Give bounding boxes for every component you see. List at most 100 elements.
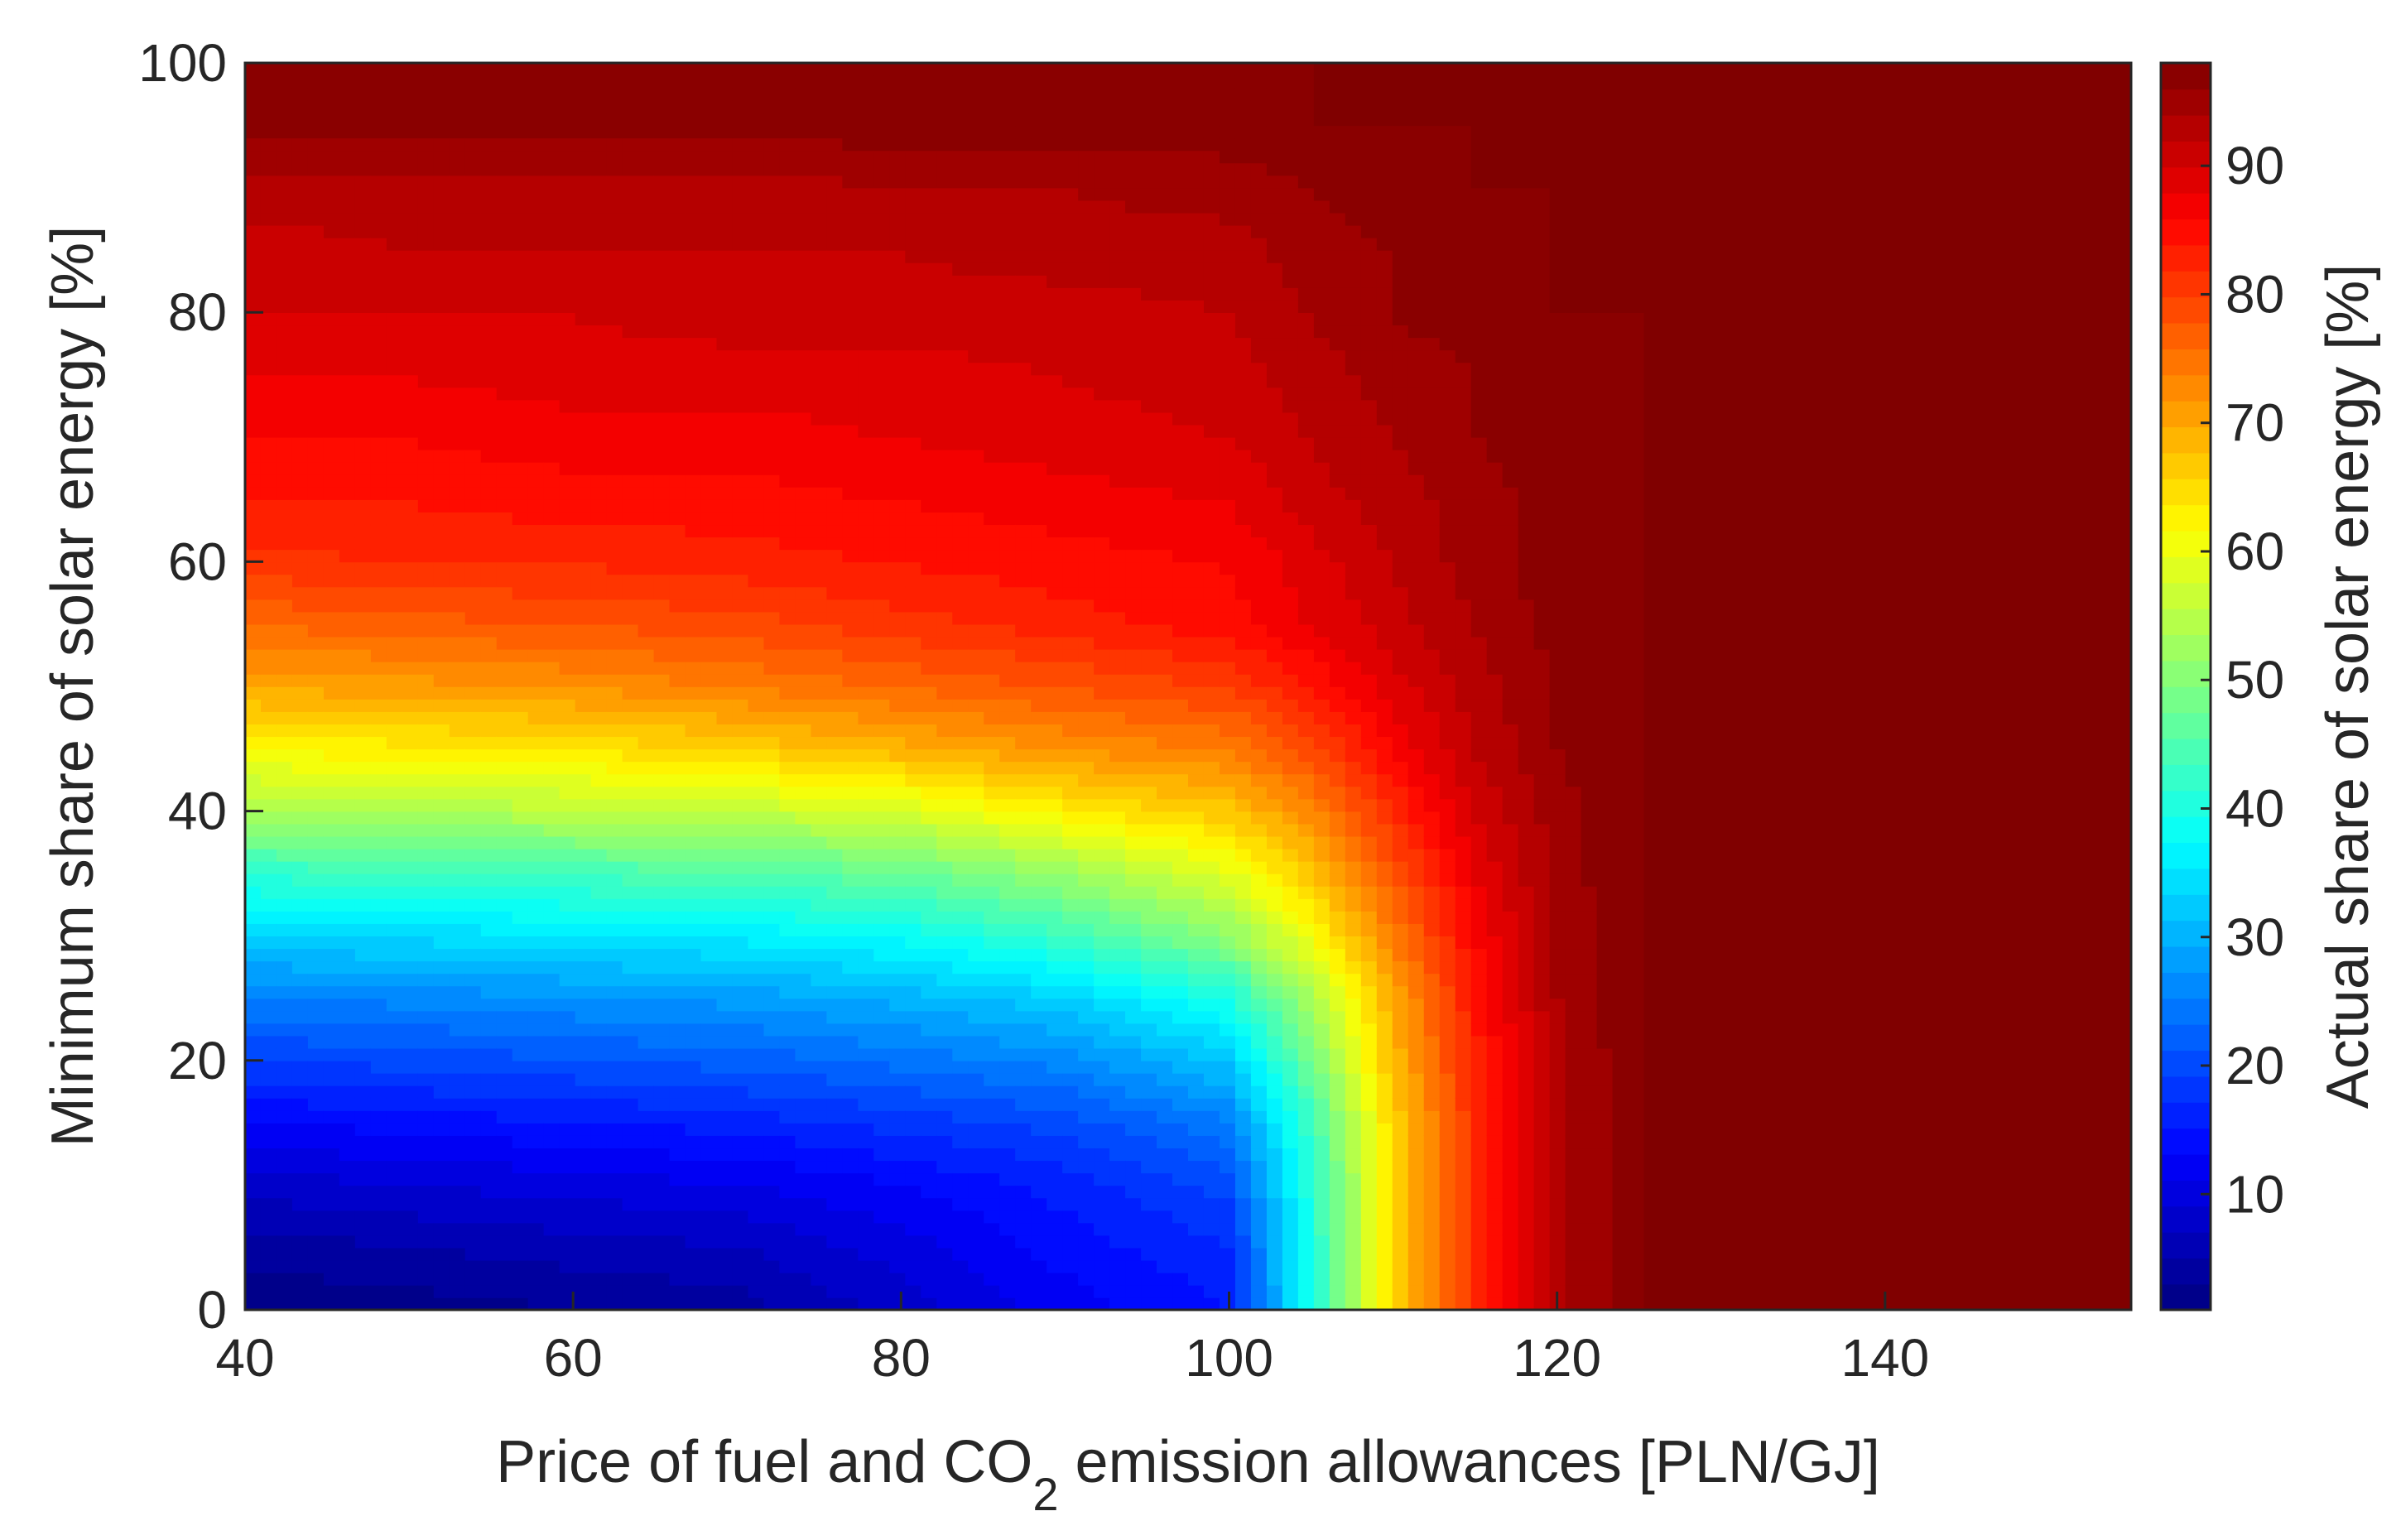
contour-cell: [575, 873, 592, 887]
contour-cell: [260, 487, 277, 500]
contour-cell: [527, 736, 545, 750]
contour-cell: [936, 1135, 954, 1149]
contour-cell: [245, 748, 262, 763]
contour-cell: [339, 711, 356, 724]
contour-cell: [245, 512, 262, 526]
contour-cell: [811, 461, 828, 475]
contour-cell: [653, 873, 671, 887]
contour-cell: [763, 561, 781, 575]
contour-cell: [245, 88, 262, 101]
contour-cell: [480, 524, 498, 538]
contour-cell: [402, 1060, 419, 1074]
contour-cell: [826, 1272, 844, 1286]
contour-cell: [449, 436, 466, 450]
contour-cell: [873, 1110, 891, 1124]
contour-cell: [512, 312, 529, 326]
contour-cell: [307, 848, 325, 862]
contour-cell: [276, 1135, 293, 1149]
contour-cell: [402, 187, 419, 201]
contour-cell: [606, 100, 623, 114]
contour-cell: [433, 175, 450, 189]
contour-cell: [952, 499, 970, 513]
contour-cell: [417, 337, 435, 351]
contour-cell: [889, 113, 907, 127]
contour-cell: [638, 885, 655, 899]
contour-cell: [575, 673, 592, 687]
contour-cell: [669, 162, 686, 176]
contour-cell: [276, 424, 293, 438]
contour-cell: [811, 773, 828, 787]
contour-cell: [905, 399, 922, 413]
contour-cell: [779, 1023, 796, 1037]
contour-cell: [417, 349, 435, 363]
contour-cell: [952, 1210, 970, 1224]
contour-cell: [873, 436, 891, 450]
contour-cell: [559, 561, 576, 575]
contour-cell: [245, 1072, 262, 1086]
contour-cell: [1015, 1284, 1032, 1298]
contour-cell: [245, 374, 262, 388]
contour-cell: [984, 586, 1000, 600]
contour-cell: [984, 100, 1000, 114]
contour-cell: [732, 1072, 749, 1086]
contour-cell: [968, 985, 985, 999]
contour-cell: [936, 63, 954, 76]
contour-cell: [527, 973, 545, 987]
contour-cell: [669, 1072, 686, 1086]
contour-cell: [339, 300, 356, 313]
contour-cell: [496, 237, 513, 251]
contour-cell: [873, 399, 891, 413]
contour-cell: [622, 474, 639, 488]
contour-cell: [464, 1123, 482, 1136]
contour-cell: [433, 212, 450, 226]
contour-cell: [354, 275, 372, 288]
contour-cell: [653, 424, 671, 438]
contour-cell: [905, 1148, 922, 1162]
contour-cell: [370, 724, 387, 738]
contour-cell: [968, 948, 985, 962]
contour-cell: [811, 262, 828, 276]
contour-cell: [622, 973, 639, 987]
contour-cell: [936, 1085, 954, 1099]
contour-cell: [606, 973, 623, 987]
contour-cell: [260, 1135, 277, 1149]
contour-cell: [354, 686, 372, 700]
contour-cell: [291, 960, 309, 975]
contour-cell: [858, 1160, 875, 1174]
contour-cell: [496, 1123, 513, 1136]
contour-cell: [276, 1148, 293, 1162]
contour-cell: [464, 860, 482, 874]
contour-cell: [291, 262, 309, 276]
contour-cell: [952, 63, 970, 76]
contour-cell: [496, 823, 513, 837]
contour-cell: [716, 100, 734, 114]
contour-cell: [527, 449, 545, 463]
contour-cell: [921, 673, 938, 687]
contour-cell: [669, 898, 686, 912]
contour-cell: [575, 860, 592, 874]
contour-cell: [1015, 1035, 1032, 1049]
contour-cell: [307, 325, 325, 339]
contour-cell: [999, 449, 1016, 463]
contour-cell: [779, 1110, 796, 1124]
contour-cell: [622, 985, 639, 999]
contour-cell: [622, 823, 639, 837]
contour-cell: [685, 786, 702, 800]
contour-cell: [685, 611, 702, 625]
contour-cell: [795, 711, 812, 724]
contour-cell: [417, 374, 435, 388]
contour-cell: [968, 761, 985, 775]
contour-cell: [716, 1259, 734, 1273]
contour-cell: [559, 873, 576, 887]
contour-cell: [260, 150, 277, 164]
contour-cell: [543, 661, 561, 675]
contour-cell: [464, 748, 482, 763]
contour-cell: [873, 113, 891, 127]
contour-cell: [370, 835, 387, 849]
contour-cell: [276, 374, 293, 388]
contour-cell: [685, 561, 702, 575]
contour-cell: [354, 623, 372, 638]
contour-cell: [370, 1185, 387, 1199]
contour-cell: [685, 574, 702, 588]
contour-cell: [748, 362, 765, 376]
